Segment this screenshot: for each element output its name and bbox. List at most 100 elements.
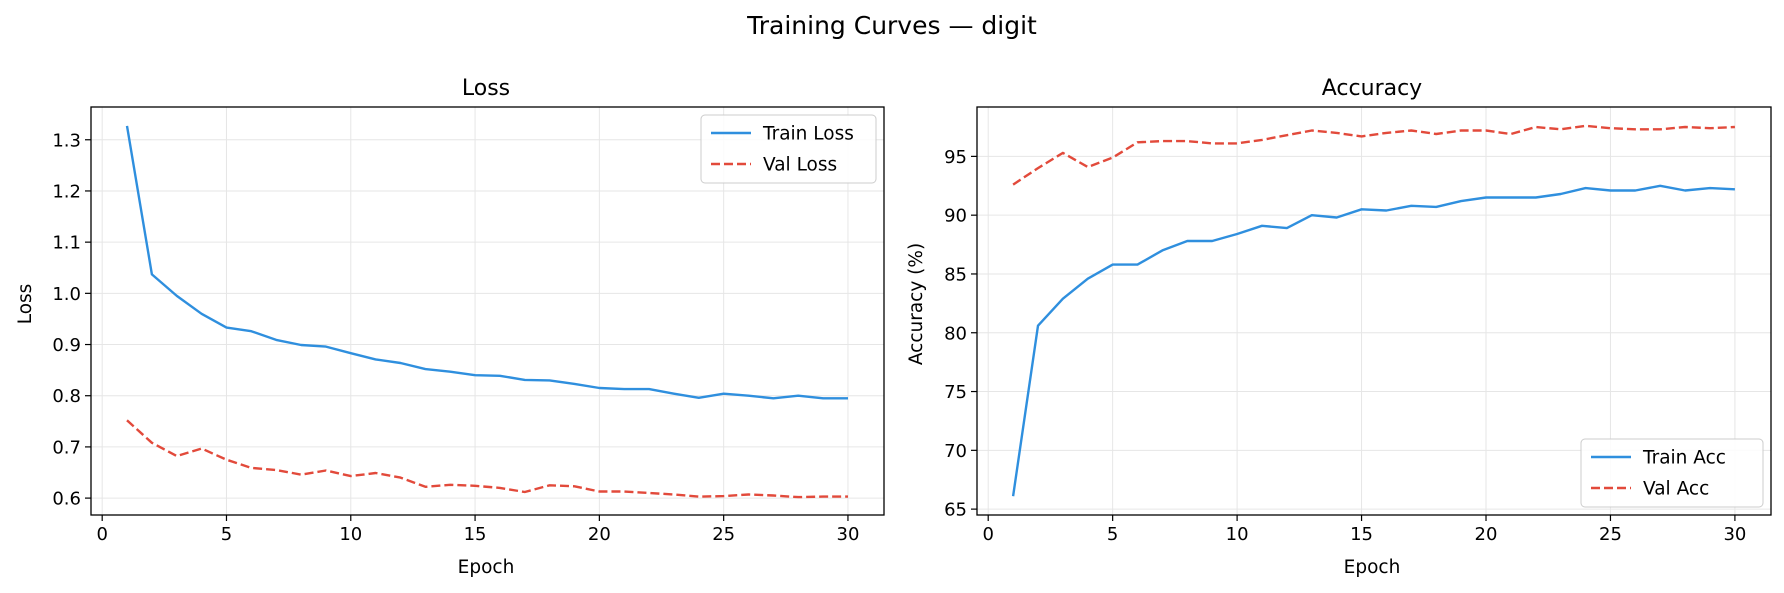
- loss-val-loss-point: [325, 469, 327, 471]
- loss-train-loss-point: [250, 330, 252, 332]
- accuracy-val-acc-point: [1161, 140, 1163, 142]
- loss-x-tick-label: 0: [96, 524, 107, 545]
- loss-x-tick-label: 10: [339, 524, 362, 545]
- loss-val-loss-point: [225, 459, 227, 461]
- loss-val-loss-point: [399, 476, 401, 478]
- accuracy-val-acc-point: [1584, 125, 1586, 127]
- loss-train-loss-point: [325, 345, 327, 347]
- loss-y-axis-label: Loss: [15, 284, 36, 325]
- accuracy-train-acc-point: [1510, 196, 1512, 198]
- accuracy-chart-title: Accuracy: [1322, 76, 1422, 101]
- accuracy-train-acc-point: [1535, 196, 1537, 198]
- loss-y-tick-label: 0.8: [52, 386, 81, 407]
- loss-y-tick-label: 1.2: [52, 181, 81, 202]
- loss-val-loss-point: [723, 495, 725, 497]
- loss-val-loss-point: [474, 485, 476, 487]
- accuracy-val-acc-point: [1684, 126, 1686, 128]
- accuracy-val-acc-point: [1460, 129, 1462, 131]
- accuracy-train-acc-point: [1286, 227, 1288, 229]
- accuracy-y-axis-label: Accuracy (%): [906, 243, 927, 365]
- accuracy-val-acc-point: [1012, 183, 1014, 185]
- accuracy-val-acc-point: [1136, 141, 1138, 143]
- loss-train-loss-point: [151, 273, 153, 275]
- loss-val-loss-point: [797, 496, 799, 498]
- accuracy-legend: Train Acc Val Acc: [1580, 438, 1764, 508]
- accuracy-series-train-acc-line: [1011, 184, 1735, 497]
- figure-title: Training Curves — digit: [746, 11, 1037, 40]
- accuracy-x-axis-label: Epoch: [1344, 557, 1401, 578]
- accuracy-train-acc-point: [1460, 200, 1462, 202]
- accuracy-x-tick-label: 30: [1723, 524, 1746, 545]
- accuracy-train-acc-point: [1634, 189, 1636, 191]
- accuracy-train-acc-point: [1161, 249, 1163, 251]
- loss-series-val-loss-line: [126, 419, 848, 499]
- accuracy-train-acc-point: [1360, 208, 1362, 210]
- accuracy-val-acc-point: [1634, 128, 1636, 130]
- loss-val-loss-point: [772, 494, 774, 496]
- loss-val-loss-point: [176, 455, 178, 457]
- accuracy-val-acc-point: [1734, 126, 1736, 128]
- accuracy-axes-frame: [976, 106, 1772, 516]
- accuracy-train-acc-point: [1236, 233, 1238, 235]
- loss-y-tick-label: 1.3: [52, 130, 81, 151]
- accuracy-val-acc-point: [1037, 167, 1039, 169]
- loss-legend-label-val-loss: Val Loss: [763, 155, 837, 176]
- accuracy-y-tick-label: 65: [944, 500, 967, 521]
- accuracy-val-acc-point: [1186, 140, 1188, 142]
- loss-train-loss-point: [499, 375, 501, 377]
- accuracy-val-acc-point: [1435, 133, 1437, 135]
- accuracy-x-tick-label: 20: [1475, 524, 1498, 545]
- loss-train-loss-point: [822, 397, 824, 399]
- accuracy-val-acc-point: [1112, 156, 1114, 158]
- accuracy-series-val-acc-line: [1012, 124, 1735, 186]
- loss-train-loss-point: [524, 379, 526, 381]
- loss-val-loss-point: [747, 493, 749, 495]
- loss-train-loss-point: [449, 371, 451, 373]
- loss-val-loss-point: [648, 492, 650, 494]
- accuracy-train-acc-point: [1336, 216, 1338, 218]
- loss-y-tick-label: 1.1: [52, 233, 81, 254]
- loss-train-loss-point: [673, 393, 675, 395]
- accuracy-train-acc-point: [1584, 187, 1586, 189]
- accuracy-train-acc-point: [1659, 185, 1661, 187]
- loss-val-loss-point: [300, 473, 302, 475]
- loss-series-train-loss-line: [125, 125, 848, 400]
- accuracy-train-acc-point: [1684, 189, 1686, 191]
- accuracy-x-tick-label: 15: [1350, 524, 1373, 545]
- loss-val-loss-point: [499, 487, 501, 489]
- accuracy-y-tick-label: 70: [944, 441, 967, 462]
- loss-train-loss-point: [200, 313, 202, 315]
- accuracy-y-tick-label: 80: [944, 323, 967, 344]
- loss-train-loss-point: [126, 125, 128, 127]
- accuracy-train-acc-point: [1709, 187, 1711, 189]
- loss-train-loss-point: [350, 352, 352, 354]
- accuracy-val-acc-point: [1709, 127, 1711, 129]
- loss-val-loss-point: [524, 491, 526, 493]
- accuracy-val-acc-point: [1360, 135, 1362, 137]
- loss-y-tick-label: 1.0: [52, 284, 81, 305]
- loss-train-loss-point: [300, 344, 302, 346]
- loss-train-loss-point: [847, 397, 849, 399]
- accuracy-val-acc-point: [1659, 128, 1661, 130]
- loss-train-loss-point: [573, 383, 575, 385]
- accuracy-val-acc-point: [1609, 127, 1611, 129]
- accuracy-val-acc-point: [1560, 128, 1562, 130]
- accuracy-val-acc-point: [1510, 133, 1512, 135]
- loss-val-loss-point: [449, 484, 451, 486]
- accuracy-val-acc-point: [1385, 132, 1387, 134]
- accuracy-train-acc-point: [1734, 188, 1736, 190]
- accuracy-train-acc-point: [1012, 495, 1014, 497]
- loss-train-loss-point: [399, 362, 401, 364]
- accuracy-y-tick-label: 90: [944, 206, 967, 227]
- accuracy-train-acc-point: [1112, 263, 1114, 265]
- loss-train-loss-point: [176, 295, 178, 297]
- accuracy-train-acc-point: [1609, 189, 1611, 191]
- loss-val-loss-point: [374, 472, 376, 474]
- accuracy-train-acc-point: [1560, 193, 1562, 195]
- loss-train-loss-point: [648, 388, 650, 390]
- accuracy-legend-label-train-acc: Train Acc: [1642, 448, 1726, 469]
- loss-legend-label-train-loss: Train Loss: [762, 124, 854, 145]
- accuracy-x-tick-label: 10: [1226, 524, 1249, 545]
